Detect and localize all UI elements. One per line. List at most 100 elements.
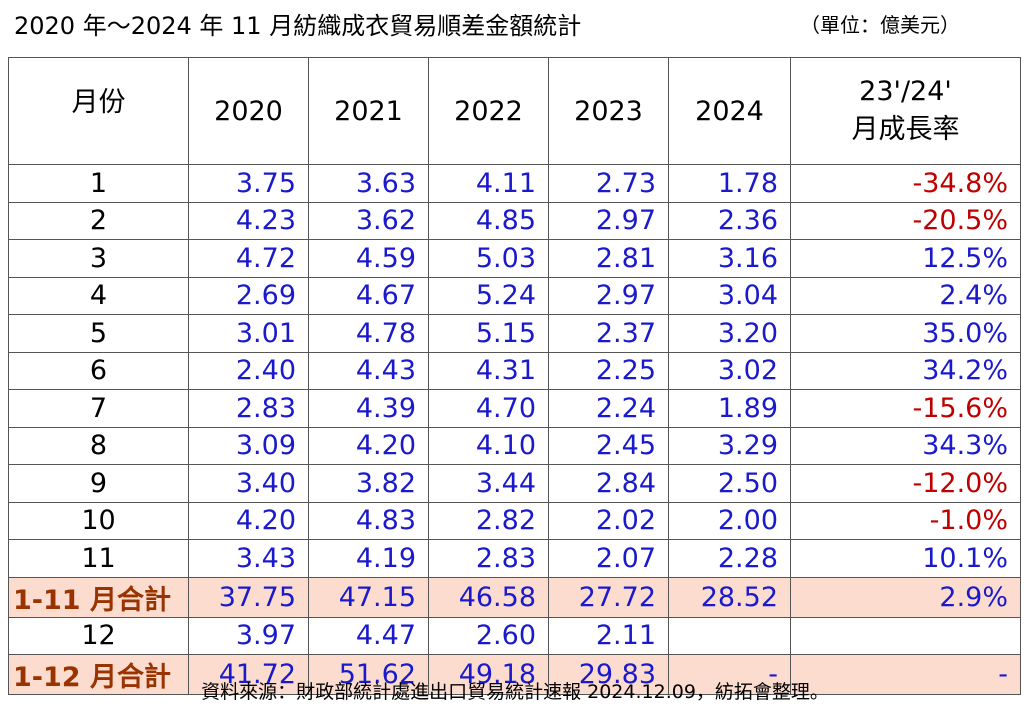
row-label: 12 [8,616,189,655]
cell: 4.47 [308,616,429,655]
row-label: 9 [8,464,189,503]
cell: 12.5% [790,239,1021,278]
cell: 3.44 [428,464,549,503]
cell: 2.83 [188,389,309,428]
cell: 2.37 [548,314,669,353]
row-label: 11 [8,539,189,578]
cell: 3.43 [188,539,309,578]
table-row: 2 4.23 3.62 4.85 2.97 2.36 -20.5% [8,201,1021,240]
cell: 4.20 [188,501,309,540]
header-cell: 2022 [428,57,549,165]
row-label: 1-11 月合計 [8,576,189,618]
cell: 3.04 [668,276,791,315]
cell: 4.67 [308,276,429,315]
cell: 3.09 [188,426,309,465]
cell: -1.0% [790,501,1021,540]
cell: 2.84 [548,464,669,503]
cell: 2.11 [548,616,669,655]
table-row: 4 2.69 4.67 5.24 2.97 3.04 2.4% [8,276,1021,315]
cell: 3.01 [188,314,309,353]
cell: 2.28 [668,539,791,578]
table-row: 6 2.40 4.43 4.31 2.25 3.02 34.2% [8,351,1021,390]
row-label: 8 [8,426,189,465]
cell: 4.19 [308,539,429,578]
cell: 2.50 [668,464,791,503]
cell: 4.78 [308,314,429,353]
cell: 5.15 [428,314,549,353]
cell: 2.36 [668,201,791,240]
table-row: 5 3.01 4.78 5.15 2.37 3.20 35.0% [8,314,1021,353]
cell: 4.59 [308,239,429,278]
row-label: 7 [8,389,189,428]
cell: 4.10 [428,426,549,465]
header-cell: 2023 [548,57,669,165]
cell: 3.63 [308,164,429,203]
table-row: 8 3.09 4.20 4.10 2.45 3.29 34.3% [8,426,1021,465]
header-cell: 23'/24' 月成長率 [790,57,1021,165]
cell: 28.52 [668,576,791,618]
row-label: 4 [8,276,189,315]
cell: 49.18 [428,654,549,695]
cell: 2.81 [548,239,669,278]
cell: 3.02 [668,351,791,390]
table-row: 3 4.72 4.59 5.03 2.81 3.16 12.5% [8,239,1021,278]
cell: - [668,654,791,695]
cell: 2.40 [188,351,309,390]
row-label: 2 [8,201,189,240]
cell: 3.97 [188,616,309,655]
header-cell: 月份 [8,57,189,165]
cell: 3.75 [188,164,309,203]
cell: 2.69 [188,276,309,315]
table-row: 1 3.75 3.63 4.11 2.73 1.78 -34.8% [8,164,1021,203]
cell: 2.82 [428,501,549,540]
header-line: 月成長率 [851,114,960,145]
cell: 4.83 [308,501,429,540]
cell: 4.20 [308,426,429,465]
cell: 51.62 [308,654,429,695]
cell: 2.00 [668,501,791,540]
cell: 2.60 [428,616,549,655]
cell: 37.75 [188,576,309,618]
cell: 4.11 [428,164,549,203]
header-cell: 2024 [668,57,791,165]
header-cell: 2020 [188,57,309,165]
table-row: 11 3.43 4.19 2.83 2.07 2.28 10.1% [8,539,1021,578]
row-label: 6 [8,351,189,390]
table-row: 7 2.83 4.39 4.70 2.24 1.89 -15.6% [8,389,1021,428]
cell: 4.39 [308,389,429,428]
cell: 2.45 [548,426,669,465]
cell: 47.15 [308,576,429,618]
data-table: 月份 2020 2021 2022 2023 2024 23'/24' 月成長率 1 3.75 3.… [8,57,1021,695]
cell: 35.0% [790,314,1021,353]
unit: （單位：億美元） [800,13,960,37]
cell: 3.40 [188,464,309,503]
table-row: 9 3.40 3.82 3.44 2.84 2.50 -12.0% [8,464,1021,503]
header-line: 23'/24' [859,76,952,107]
cell: 4.43 [308,351,429,390]
header-row: 月份 2020 2021 2022 2023 2024 23'/24' 月成長率 [8,57,1021,165]
cell: 2.02 [548,501,669,540]
cell: 3.16 [668,239,791,278]
cell: 34.2% [790,351,1021,390]
cell: 3.82 [308,464,429,503]
row-label: 5 [8,314,189,353]
table-row: 12 3.97 4.47 2.60 2.11 [8,616,1021,655]
cell [668,616,791,655]
cell: 2.25 [548,351,669,390]
cell: 46.58 [428,576,549,618]
cell: 3.62 [308,201,429,240]
cell: 2.9% [790,576,1021,618]
cell: 1.78 [668,164,791,203]
header-cell: 2021 [308,57,429,165]
row-label: 10 [8,501,189,540]
cell: - [790,654,1021,695]
table-row: 1-12 月合計 41.72 51.62 49.18 29.83- - [8,654,1021,695]
cell: 4.85 [428,201,549,240]
cell [790,616,1021,655]
source-note: 資料來源：財政部統計處進出口貿易統計速報 2024.12.09，紡拓會整理。 [201,681,829,703]
cell: 2.97 [548,276,669,315]
cell: 34.3% [790,426,1021,465]
table-row: 10 4.20 4.83 2.82 2.02 2.00 -1.0% [8,501,1021,540]
cell: 10.1% [790,539,1021,578]
cell: 27.72 [548,576,669,618]
